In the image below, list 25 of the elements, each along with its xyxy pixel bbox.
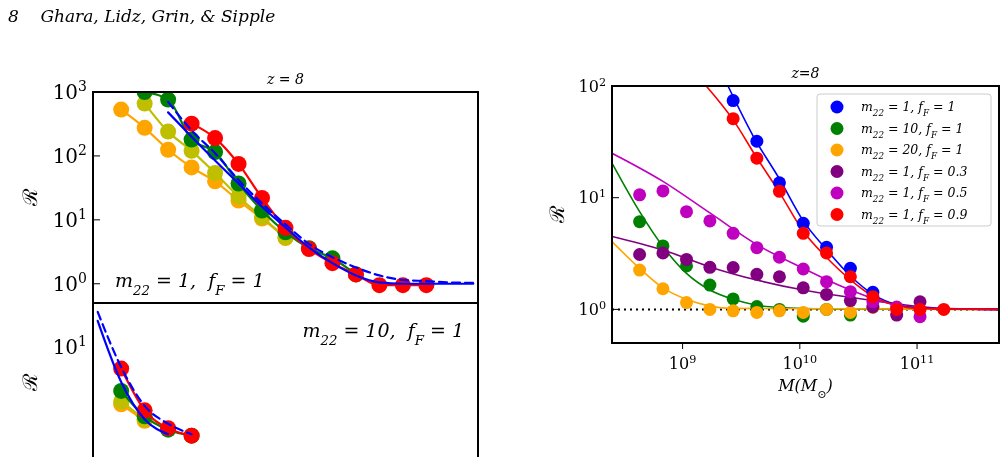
x-tick-label: 10$^{9}$	[668, 352, 697, 373]
x-tick-label: 10$^{11}$	[899, 352, 935, 373]
legend-label: m$_{22}$ = 1, f$_{F}$ = 0.5	[861, 185, 968, 205]
y-tick-label: 10$^{0}$	[578, 298, 606, 319]
chart-title: z = 8	[266, 71, 305, 87]
x-axis-title: M(M$_{⊙}$)	[777, 376, 833, 401]
legend-label: m$_{22}$ = 1, f$_{F}$ = 0.3	[861, 163, 968, 183]
y-tick-label: 10$^{2}$	[52, 141, 87, 168]
annotation: m$_{22}$ = 10, f$_{F}$ = 1	[302, 319, 464, 348]
legend-label: m$_{22}$ = 1, f$_{F}$ = 0.9	[861, 206, 968, 226]
legend-label: m$_{22}$ = 20, f$_{F}$ = 1	[861, 142, 964, 162]
legend-label: m$_{22}$ = 1, f$_{F}$ = 1	[861, 99, 956, 119]
y-tick-label: 10$^{3}$	[52, 78, 87, 104]
y-axis-title: ℛ	[18, 372, 42, 392]
chart-title: z=8	[790, 65, 820, 81]
y-tick-label: 10$^{0}$	[52, 269, 87, 296]
y-tick-label: 10$^{2}$	[578, 75, 606, 96]
y-axis-title: ℛ	[18, 188, 42, 207]
y-axis-title: ℛ	[545, 205, 569, 224]
text: 8 Ghara, Lidz, Grin, & Sipple	[8, 6, 276, 26]
y-tick-label: 10$^{1}$	[52, 205, 87, 232]
x-tick-label: 10$^{10}$	[782, 352, 818, 373]
y-tick-label: 10$^{1}$	[578, 186, 606, 208]
legend-label: m$_{22}$ = 10, f$_{F}$ = 1	[861, 120, 964, 140]
annotation: m$_{22}$ = 1, f$_{F}$ = 1	[115, 269, 265, 298]
